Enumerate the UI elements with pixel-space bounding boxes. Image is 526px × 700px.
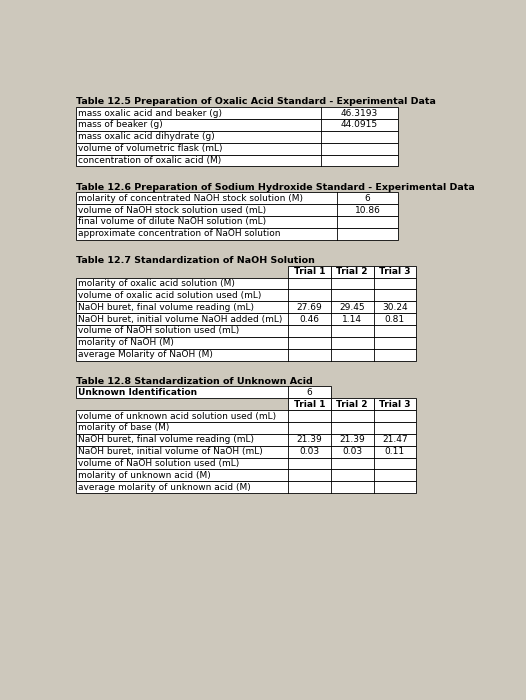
- Bar: [331, 265, 373, 277]
- Text: 10.86: 10.86: [355, 206, 380, 215]
- Text: volume of NaOH stock solution used (mL): volume of NaOH stock solution used (mL): [78, 206, 267, 215]
- Bar: [76, 143, 398, 155]
- Text: mass oxalic acid and beaker (g): mass oxalic acid and beaker (g): [78, 108, 222, 118]
- Text: volume of volumetric flask (mL): volume of volumetric flask (mL): [78, 144, 223, 153]
- Text: Table 12.5 Preparation of Oxalic Acid Standard - Experimental Data: Table 12.5 Preparation of Oxalic Acid St…: [76, 97, 436, 106]
- Text: approximate concentration of NaOH solution: approximate concentration of NaOH soluti…: [78, 230, 281, 238]
- Bar: [76, 193, 398, 204]
- Text: NaOH buret, final volume reading (mL): NaOH buret, final volume reading (mL): [78, 435, 255, 444]
- Text: 29.45: 29.45: [339, 302, 365, 312]
- Text: NaOH buret, initial volume of NaOH (mL): NaOH buret, initial volume of NaOH (mL): [78, 447, 263, 456]
- Bar: [76, 470, 417, 481]
- Bar: [76, 155, 398, 167]
- Bar: [373, 265, 417, 277]
- Text: 1.14: 1.14: [342, 314, 362, 323]
- Text: 30.24: 30.24: [382, 302, 408, 312]
- Bar: [76, 446, 417, 458]
- Bar: [76, 422, 417, 434]
- Text: final volume of dilute NaOH solution (mL): final volume of dilute NaOH solution (mL…: [78, 218, 267, 227]
- Bar: [76, 325, 417, 337]
- Text: average Molarity of NaOH (M): average Molarity of NaOH (M): [78, 350, 213, 359]
- Text: Trial 1: Trial 1: [294, 400, 325, 409]
- Text: 46.3193: 46.3193: [341, 108, 378, 118]
- Text: NaOH buret, initial volume NaOH added (mL): NaOH buret, initial volume NaOH added (m…: [78, 314, 283, 323]
- Text: 6: 6: [365, 194, 370, 203]
- Bar: [76, 313, 417, 325]
- Text: 0.81: 0.81: [385, 314, 405, 323]
- Text: Trial 2: Trial 2: [336, 400, 368, 409]
- Text: volume of NaOH solution used (mL): volume of NaOH solution used (mL): [78, 326, 240, 335]
- Bar: [288, 265, 331, 277]
- Text: molarity of concentrated NaOH stock solution (M): molarity of concentrated NaOH stock solu…: [78, 194, 304, 203]
- Text: 6: 6: [307, 388, 312, 397]
- Text: 21.47: 21.47: [382, 435, 408, 444]
- Bar: [76, 204, 398, 216]
- Bar: [76, 434, 417, 446]
- Bar: [76, 289, 417, 301]
- Text: volume of oxalic acid solution used (mL): volume of oxalic acid solution used (mL): [78, 290, 262, 300]
- Text: molarity of NaOH (M): molarity of NaOH (M): [78, 338, 174, 347]
- Bar: [76, 131, 398, 143]
- Text: concentration of oxalic acid (M): concentration of oxalic acid (M): [78, 156, 221, 165]
- Text: molarity of base (M): molarity of base (M): [78, 424, 170, 433]
- Bar: [373, 398, 417, 410]
- Bar: [331, 398, 373, 410]
- Bar: [76, 481, 417, 493]
- Bar: [76, 410, 417, 422]
- Text: 27.69: 27.69: [297, 302, 322, 312]
- Text: 0.03: 0.03: [299, 447, 319, 456]
- Text: 44.0915: 44.0915: [341, 120, 378, 130]
- Text: Trial 2: Trial 2: [336, 267, 368, 276]
- Text: volume of NaOH solution used (mL): volume of NaOH solution used (mL): [78, 459, 240, 468]
- Text: Trial 1: Trial 1: [294, 267, 325, 276]
- Bar: [76, 277, 417, 289]
- Bar: [76, 301, 417, 313]
- Text: molarity of unknown acid (M): molarity of unknown acid (M): [78, 471, 211, 480]
- Text: mass oxalic acid dihydrate (g): mass oxalic acid dihydrate (g): [78, 132, 215, 141]
- Bar: [76, 228, 398, 240]
- Text: Table 12.8 Standardization of Unknown Acid: Table 12.8 Standardization of Unknown Ac…: [76, 377, 312, 386]
- Bar: [288, 398, 331, 410]
- Bar: [76, 119, 398, 131]
- Text: Trial 3: Trial 3: [379, 267, 411, 276]
- Text: average molarity of unknown acid (M): average molarity of unknown acid (M): [78, 483, 251, 491]
- Text: molarity of oxalic acid solution (M): molarity of oxalic acid solution (M): [78, 279, 235, 288]
- Text: volume of unknown acid solution used (mL): volume of unknown acid solution used (mL…: [78, 412, 277, 421]
- Text: mass of beaker (g): mass of beaker (g): [78, 120, 163, 130]
- Text: 0.11: 0.11: [385, 447, 405, 456]
- Text: 21.39: 21.39: [339, 435, 365, 444]
- Text: 0.03: 0.03: [342, 447, 362, 456]
- Text: Trial 3: Trial 3: [379, 400, 411, 409]
- Bar: [76, 337, 417, 349]
- Bar: [76, 386, 331, 398]
- Bar: [76, 216, 398, 228]
- Text: 21.39: 21.39: [297, 435, 322, 444]
- Text: 0.46: 0.46: [299, 314, 319, 323]
- Bar: [76, 107, 398, 119]
- Bar: [76, 458, 417, 470]
- Bar: [76, 349, 417, 361]
- Text: Table 12.7 Standardization of NaOH Solution: Table 12.7 Standardization of NaOH Solut…: [76, 256, 315, 265]
- Text: NaOH buret, final volume reading (mL): NaOH buret, final volume reading (mL): [78, 302, 255, 312]
- Text: Table 12.6 Preparation of Sodium Hydroxide Standard - Experimental Data: Table 12.6 Preparation of Sodium Hydroxi…: [76, 183, 474, 192]
- Text: Unknown Identification: Unknown Identification: [78, 388, 197, 397]
